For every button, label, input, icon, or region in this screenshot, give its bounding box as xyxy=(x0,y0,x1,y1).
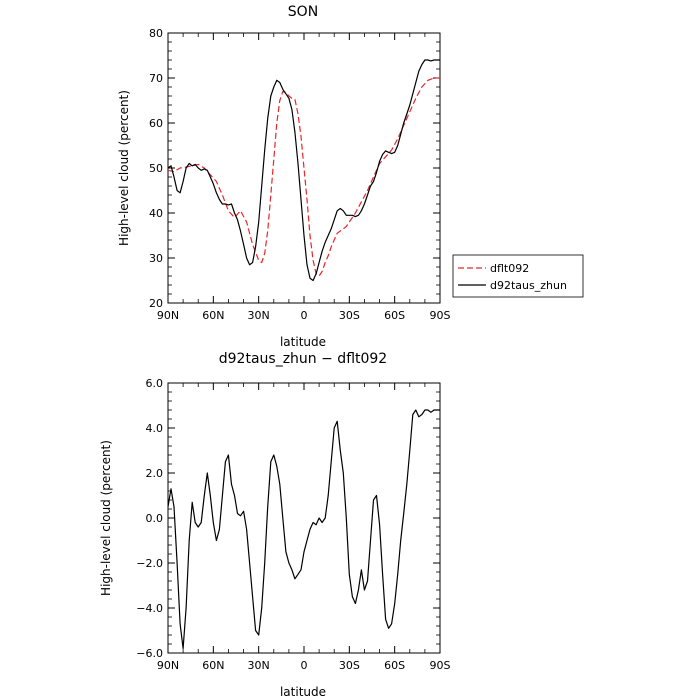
legend-label-d92taus-zhun: d92taus_zhun xyxy=(490,279,567,292)
x-tick-label: 60S xyxy=(384,659,405,672)
x-tick-label: 0 xyxy=(301,659,308,672)
x-tick-label: 90N xyxy=(157,659,179,672)
x-tick-label: 30N xyxy=(248,309,270,322)
y-tick-label: 4.0 xyxy=(146,422,164,435)
y-tick-label: 80 xyxy=(149,27,163,40)
x-tick-label: 90S xyxy=(430,659,451,672)
y-tick-label: −2.0 xyxy=(136,557,163,570)
x-tick-label: 90N xyxy=(157,309,179,322)
bottom-panel: d92taus_zhun − dflt092 90N 60N 30N 0 30S 60S 9… xyxy=(99,351,451,699)
legend-box xyxy=(452,254,584,298)
x-tick-label: 30S xyxy=(339,659,360,672)
y-tick-label: 60 xyxy=(149,117,163,130)
legend-label-dflt092: dflt092 xyxy=(490,262,529,275)
y-tick-label: 6.0 xyxy=(146,377,164,390)
top-plot-frame xyxy=(167,32,441,304)
bottom-y-axis-label: High-level cloud (percent) xyxy=(99,440,113,596)
y-tick-label: 30 xyxy=(149,252,163,265)
x-tick-label: 30N xyxy=(248,659,270,672)
top-y-axis-label: High-level cloud (percent) xyxy=(117,90,131,246)
top-x-axis-label: latitude xyxy=(280,335,326,349)
series-line-difference xyxy=(167,409,440,650)
x-tick-label: 60N xyxy=(202,309,224,322)
top-chart-title: SON xyxy=(288,4,318,20)
y-tick-label: 50 xyxy=(149,162,163,175)
series-line-d92taus-zhun xyxy=(167,59,440,282)
x-tick-label: 60N xyxy=(202,659,224,672)
y-tick-label: 40 xyxy=(149,207,163,220)
x-tick-label: 30S xyxy=(339,309,360,322)
y-tick-label: 70 xyxy=(149,72,163,85)
legend: dflt092 d92taus_zhun xyxy=(452,254,584,298)
x-tick-label: 90S xyxy=(430,309,451,322)
bottom-plot-frame xyxy=(167,382,441,654)
x-tick-label: 60S xyxy=(384,309,405,322)
y-tick-label: 0.0 xyxy=(146,512,164,525)
y-tick-label: 2.0 xyxy=(146,467,164,480)
bottom-x-axis-label: latitude xyxy=(280,685,326,699)
y-tick-label: 20 xyxy=(149,297,163,310)
x-tick-label: 0 xyxy=(301,309,308,322)
top-panel: SON 90N 60N 30N 0 30S 60S 90S 20 30 40 50 60 70 80 la… xyxy=(117,4,451,349)
bottom-chart-title: d92taus_zhun − dflt092 xyxy=(219,351,387,367)
y-tick-label: −4.0 xyxy=(136,602,163,615)
y-tick-label: −6.0 xyxy=(136,647,163,660)
series-line-dflt092 xyxy=(167,77,440,277)
